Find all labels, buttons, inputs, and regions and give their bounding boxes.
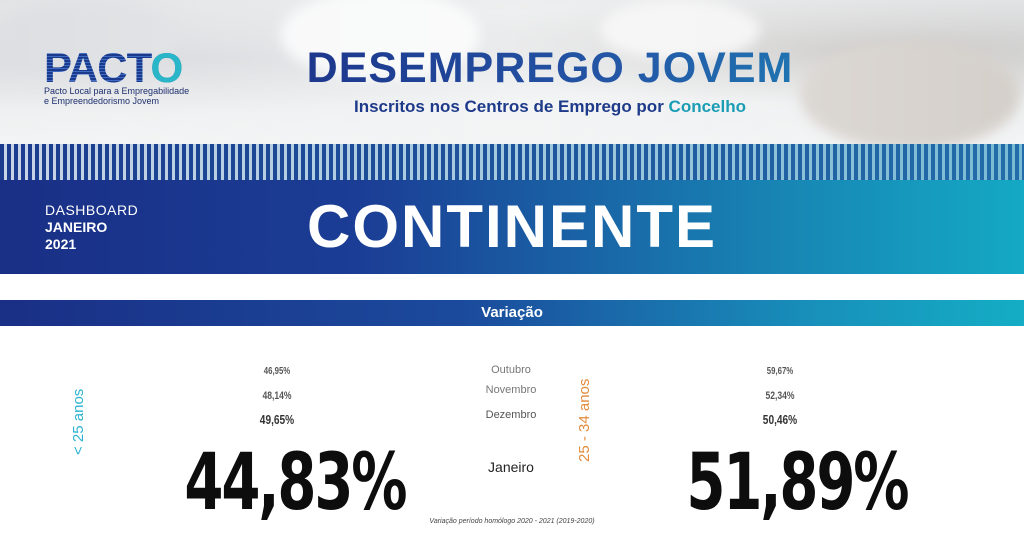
- header-veil: [0, 0, 1024, 145]
- footnote: Variação período homólogo 2020 - 2021 (2…: [429, 518, 595, 525]
- region-title: CONTINENTE: [307, 193, 717, 260]
- logo-subtitle-line1: Pacto Local para a Empregabilidade: [44, 86, 190, 96]
- dashboard-label: DASHBOARD: [45, 202, 139, 218]
- logo-subtitle-line2: e Empreendedorismo Jovem: [44, 96, 160, 106]
- right-value-october: 59,67%: [766, 366, 794, 377]
- month-label-november: Novembro: [485, 384, 537, 396]
- dashboard-month: JANEIRO: [45, 219, 108, 235]
- current-value-under-25: 44,83%: [184, 438, 407, 528]
- variation-bar: Variação: [0, 300, 1024, 326]
- age-label-under-25: < 25 anos: [70, 388, 87, 455]
- page-title: DESEMPREGO JOVEM: [230, 44, 870, 93]
- dashboard-year: 2021: [45, 236, 77, 252]
- current-value-25-34: 51,89%: [686, 438, 909, 528]
- month-label-january: Janeiro: [488, 459, 534, 475]
- month-label-october: Outubro: [491, 364, 531, 376]
- left-value-december: 49,65%: [259, 412, 295, 427]
- striped-divider: [0, 144, 1024, 180]
- region-banner: DASHBOARD JANEIRO 2021 CONTINENTE: [0, 180, 1024, 274]
- header-photo-background: PACTO Pacto Local para a Empregabilidade…: [0, 0, 1024, 145]
- age-label-25-34: 25 - 34 anos: [576, 378, 593, 462]
- right-value-december: 50,46%: [762, 412, 798, 427]
- right-value-november: 52,34%: [765, 390, 795, 402]
- logo-wordmark: PACTO: [44, 47, 214, 89]
- left-value-november: 48,14%: [262, 390, 292, 402]
- left-value-october: 46,95%: [263, 366, 291, 377]
- dashboard-info: DASHBOARD JANEIRO 2021: [45, 202, 138, 253]
- pacto-logo: PACTO Pacto Local para a Empregabilidade…: [44, 47, 214, 110]
- page-subtitle: Inscritos nos Centros de Emprego por Con…: [353, 97, 746, 116]
- month-label-december: Dezembro: [485, 409, 537, 421]
